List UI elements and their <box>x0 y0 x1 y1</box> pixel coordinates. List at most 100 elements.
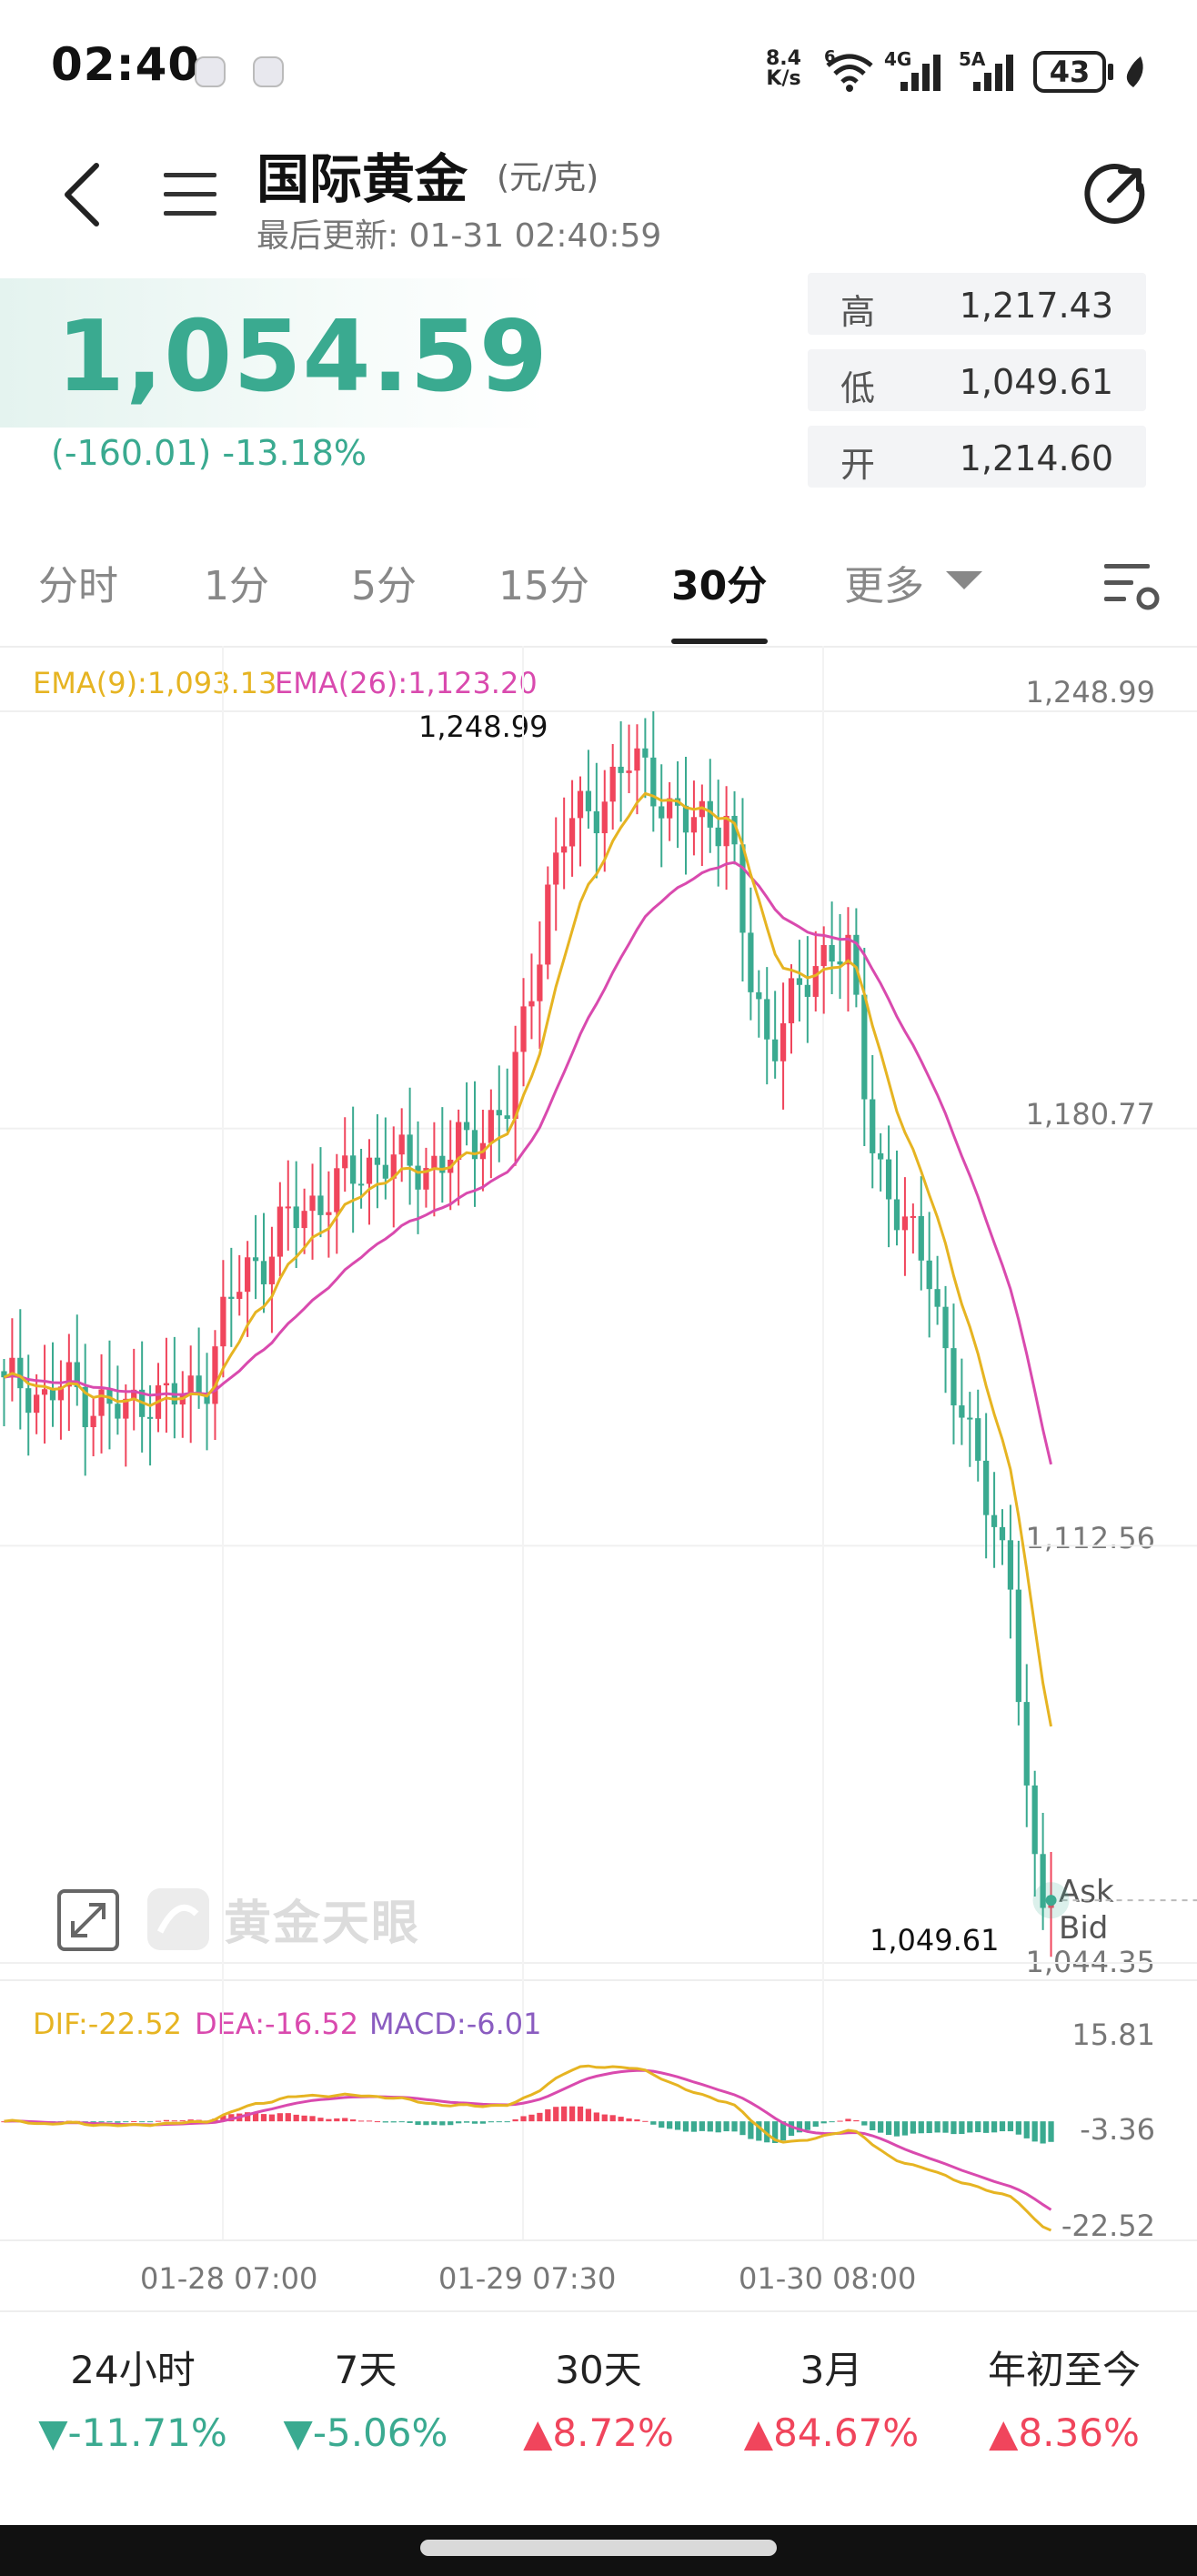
candle-body <box>659 806 665 819</box>
candle-body <box>74 1362 80 1387</box>
share-icon[interactable] <box>1079 160 1152 233</box>
tab-1min[interactable]: 1分 <box>204 563 269 609</box>
candle-body <box>41 1389 48 1395</box>
macd-bar <box>350 2119 357 2122</box>
back-icon[interactable] <box>55 160 109 229</box>
candle-body <box>196 1375 202 1395</box>
tab-more[interactable]: 更多 <box>844 563 924 609</box>
divider <box>0 1979 1197 1981</box>
menu-icon[interactable] <box>160 167 220 222</box>
candle-body <box>820 944 827 967</box>
candle-body <box>236 1292 243 1299</box>
candle-body <box>975 1418 981 1461</box>
dif-line <box>4 2064 1052 2232</box>
stat-label: 高 <box>840 292 876 332</box>
candle-body <box>568 818 576 847</box>
macd-bar <box>171 2120 177 2122</box>
macd-bar <box>1015 2121 1021 2135</box>
candle-body <box>342 1155 348 1169</box>
candle-body <box>131 1389 137 1399</box>
perf-value: ▲8.36% <box>989 2410 1140 2455</box>
macd-bar <box>885 2121 892 2136</box>
candle-body <box>667 798 673 819</box>
candle-body <box>317 1195 324 1215</box>
macd-bar <box>934 2121 940 2133</box>
chart-settings-icon[interactable] <box>1102 558 1164 613</box>
candle-body <box>439 1155 446 1173</box>
candle-body <box>334 1168 340 1213</box>
macd-bar <box>731 2121 738 2132</box>
candle-body <box>609 766 616 802</box>
macd-bar <box>163 2119 170 2122</box>
macd-bar <box>845 2118 851 2122</box>
candle-body <box>326 1212 332 1215</box>
macd-bar <box>407 2121 413 2123</box>
macd-bar <box>682 2121 689 2132</box>
macd-bar <box>545 2108 551 2122</box>
macd-bar <box>942 2121 949 2133</box>
stat-value: 1,214.60 <box>959 438 1113 478</box>
macd-bar <box>715 2121 721 2133</box>
candle-body <box>739 844 746 933</box>
y-axis-label: 1,112.56 <box>1025 1521 1156 1555</box>
macd-bar <box>788 2121 795 2137</box>
home-indicator[interactable] <box>420 2540 777 2556</box>
candle-body <box>788 978 795 1023</box>
tab-30min[interactable]: 30分 <box>671 563 768 609</box>
macd-bar <box>829 2121 835 2123</box>
macd-axis-label: -22.52 <box>1061 2209 1155 2243</box>
candlestick-chart[interactable] <box>0 646 1197 2247</box>
last-updated: 最后更新: 01-31 02:40:59 <box>256 217 662 255</box>
macd-bar <box>374 2121 381 2123</box>
macd-bar <box>951 2121 957 2135</box>
candle-body <box>861 994 868 1100</box>
status-time: 02:40 <box>51 38 201 91</box>
tab-15min[interactable]: 15分 <box>498 563 589 609</box>
macd-bar <box>123 2121 129 2123</box>
candle-body <box>748 932 754 992</box>
macd-bar <box>277 2113 283 2122</box>
tab-timeshare[interactable]: 分时 <box>38 563 118 609</box>
stat-label: 开 <box>840 445 876 485</box>
macd-bar <box>1 2121 7 2123</box>
stat-value: 1,049.61 <box>959 362 1113 402</box>
macd-bar <box>1007 2121 1014 2132</box>
tab-5min[interactable]: 5分 <box>351 563 417 609</box>
candle-body <box>991 1514 998 1527</box>
macd-bar <box>512 2118 518 2122</box>
candle-body <box>577 790 584 819</box>
candle-body <box>65 1362 72 1387</box>
macd-bar <box>812 2121 819 2128</box>
macd-bar <box>326 2118 332 2122</box>
dea-line <box>4 2068 1052 2211</box>
expand-icon[interactable] <box>56 1888 120 1952</box>
candle-body <box>463 1122 470 1131</box>
candle-body <box>25 1388 32 1414</box>
candle-body <box>682 805 689 833</box>
candle-body <box>780 1022 787 1062</box>
macd-bar <box>252 2112 259 2122</box>
y-axis-label: 1,248.99 <box>1025 675 1156 709</box>
macd-bar <box>139 2121 146 2123</box>
macd-bar <box>106 2121 113 2123</box>
macd-bar <box>423 2121 429 2126</box>
app-notification-icon <box>195 56 226 87</box>
cell-badge-2: 5A <box>959 48 986 70</box>
candle-body <box>618 766 624 773</box>
candle-body <box>642 748 649 758</box>
min-price-marker: 1,049.61 <box>870 1923 1000 1957</box>
macd-bar <box>431 2121 438 2125</box>
divider <box>0 2239 1197 2241</box>
candle-body <box>374 1157 381 1165</box>
price-background <box>0 278 546 428</box>
macd-bar <box>366 2120 373 2122</box>
ema26-line <box>4 860 1052 1465</box>
candle-body <box>837 961 843 965</box>
candle-body <box>496 1110 502 1116</box>
macd-bar <box>707 2121 713 2132</box>
candle-body <box>601 801 608 834</box>
macd-bar <box>479 2121 487 2124</box>
macd-bar <box>893 2121 900 2137</box>
candle-body <box>204 1394 210 1404</box>
macd-bar <box>918 2121 924 2134</box>
